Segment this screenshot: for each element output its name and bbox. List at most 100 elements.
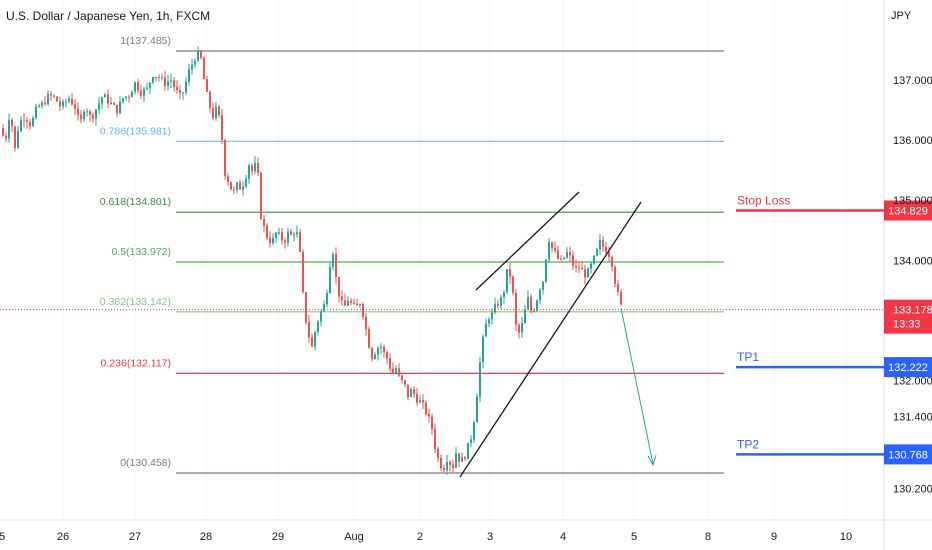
candle-body — [116, 104, 118, 114]
candle-body — [83, 111, 85, 120]
candle-body — [248, 165, 250, 179]
candle-body — [230, 181, 232, 190]
candle-body — [446, 462, 448, 471]
candle-body — [395, 368, 397, 374]
candle-body — [329, 266, 331, 294]
projection-arrow[interactable] — [620, 307, 657, 467]
candle-body — [440, 457, 442, 469]
candle-body — [161, 77, 163, 79]
candle-body — [227, 176, 229, 182]
time-tick-label: 4 — [560, 531, 566, 543]
trade-levels[interactable]: Stop Loss 134.829 TP1 132.222 TP2 130.768 — [736, 194, 932, 465]
time-tick-label: 2 — [417, 531, 423, 543]
candle-body — [548, 242, 550, 260]
time-tick-label: 5 — [0, 531, 5, 543]
candle-body — [368, 329, 370, 349]
candle-body — [350, 300, 352, 303]
candle-body — [605, 246, 607, 253]
candle-body — [569, 251, 571, 256]
candle-body — [494, 304, 496, 313]
wedge-upper-line[interactable] — [475, 191, 580, 291]
candle-body — [470, 439, 472, 443]
candle-body — [359, 304, 361, 306]
candle-body — [311, 337, 313, 347]
candle-body — [14, 126, 16, 149]
candle-body — [95, 109, 97, 119]
price-tick-label: 131.400 — [893, 411, 932, 423]
candle-body — [461, 457, 463, 462]
candle-body — [323, 304, 325, 312]
candle-body — [410, 389, 412, 397]
candle-body — [164, 77, 166, 86]
candle-body — [92, 114, 94, 119]
candle-body — [365, 316, 367, 330]
current-price-badge-bg — [884, 299, 932, 334]
fib-level-label: 0.382(133.142) — [100, 296, 171, 308]
candle-body — [65, 101, 67, 103]
candle-body — [272, 237, 274, 244]
candle-body — [215, 106, 217, 119]
price-tick-label: 136.000 — [893, 135, 932, 147]
time-tick-label: 26 — [57, 531, 69, 543]
candle-body — [29, 121, 31, 126]
time-axis[interactable]: 5 26 27 28 29 Aug 2 3 4 5 8 9 10 — [0, 531, 852, 543]
price-tick-label: 135.000 — [893, 195, 932, 207]
candle-body — [479, 361, 481, 397]
candle-body — [584, 269, 586, 278]
candle-body — [245, 178, 247, 187]
candle-body — [320, 311, 322, 322]
candle-body — [197, 51, 199, 61]
candle-body — [275, 232, 277, 238]
candle-body — [23, 119, 25, 121]
candle-body — [185, 81, 187, 93]
candle-body — [386, 352, 388, 359]
candle-body — [302, 251, 304, 293]
candle-body — [608, 252, 610, 257]
candle-body — [515, 292, 517, 325]
time-tick-label: 9 — [771, 531, 777, 543]
candle-body — [2, 128, 4, 136]
trade-level-label: TP1 — [737, 350, 759, 364]
candle-body — [113, 102, 115, 105]
candle-body — [59, 101, 61, 107]
candle-body — [518, 324, 520, 333]
fib-level-label: 0.5(133.972) — [111, 246, 171, 258]
time-tick-label: 27 — [129, 531, 141, 543]
candle-body — [206, 79, 208, 92]
rising-wedge[interactable] — [459, 191, 642, 478]
candle-body — [47, 93, 49, 105]
candle-body — [155, 77, 157, 79]
fibonacci-retracement[interactable]: 1(137.485) 0.786(135.981) 0.618(134.801) 0.… — [100, 35, 724, 474]
candle-body — [566, 251, 568, 258]
time-tick-label: 10 — [840, 531, 852, 543]
candle-body — [317, 321, 319, 332]
candle-body — [140, 90, 142, 96]
candle-body — [62, 101, 64, 107]
candle-body — [167, 81, 169, 86]
candle-body — [68, 98, 70, 102]
candle-body — [8, 119, 10, 139]
candle-body — [314, 331, 316, 347]
candle-body — [80, 114, 82, 120]
candle-body — [398, 368, 400, 376]
fib-level-label: 0.786(135.981) — [100, 125, 171, 137]
fib-level-label: 0.618(134.801) — [100, 196, 171, 208]
candle-body — [602, 239, 604, 247]
candle-body — [182, 92, 184, 94]
trade-level-label: Stop Loss — [737, 194, 790, 208]
wedge-lower-line[interactable] — [459, 201, 642, 478]
price-tick-label: 130.200 — [893, 483, 932, 495]
candle-body — [344, 300, 346, 306]
candle-body — [260, 172, 262, 219]
trade-level-price: 134.829 — [888, 206, 928, 218]
trade-level-badge — [884, 444, 932, 465]
candle-body — [305, 292, 307, 323]
candle-body — [611, 256, 613, 267]
candle-body — [401, 375, 403, 381]
candle-body — [152, 77, 154, 83]
projection-arrow-line[interactable] — [620, 307, 654, 465]
candle-body — [173, 80, 175, 87]
candle-body — [389, 358, 391, 369]
candle-body — [77, 108, 79, 115]
